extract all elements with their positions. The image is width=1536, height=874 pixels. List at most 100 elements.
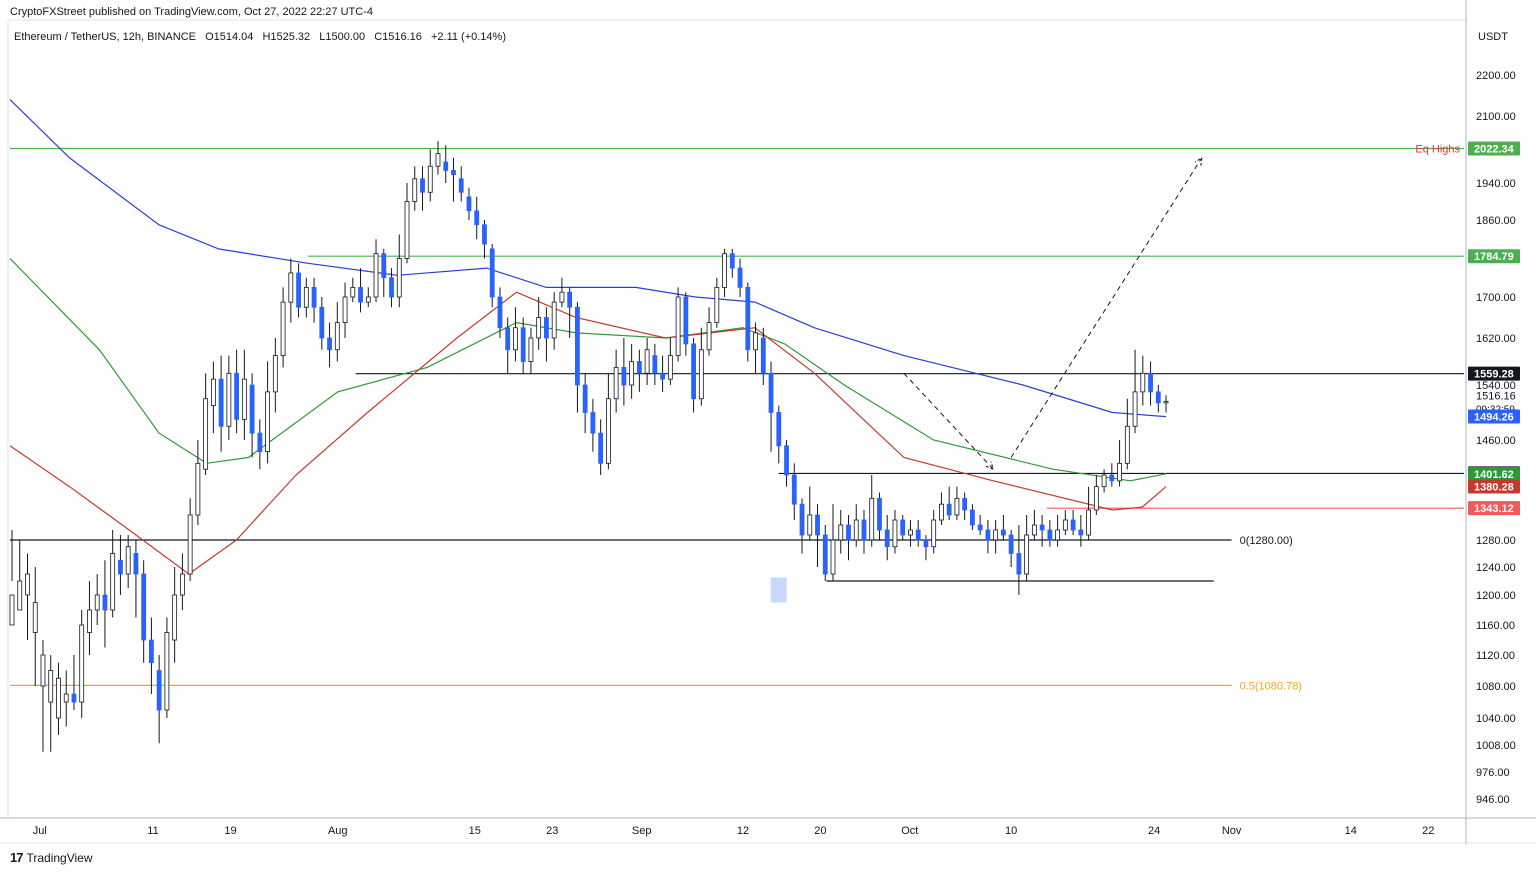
candle-body: [311, 286, 317, 308]
candle-body: [962, 497, 968, 511]
price-tick-label: 1860.00: [1476, 215, 1516, 227]
candle-body: [1163, 401, 1169, 404]
candle-body: [381, 253, 387, 279]
candle-body: [17, 580, 23, 611]
candle-body: [791, 474, 797, 505]
candle-body: [319, 306, 325, 339]
candle-body: [737, 267, 743, 288]
candle-body: [288, 272, 294, 303]
time-tick-label: Sep: [632, 825, 652, 837]
price-tick-label: 1280.00: [1476, 535, 1516, 547]
candle-body: [621, 366, 627, 386]
candle-body: [636, 361, 642, 374]
candle-body: [482, 224, 487, 245]
candle-body: [9, 594, 15, 626]
candle-body: [1132, 391, 1138, 427]
candle-body: [977, 524, 983, 531]
candle-body: [559, 291, 565, 303]
ohlc-change: +2.11 (+0.14%): [430, 31, 506, 43]
candle-body: [815, 514, 820, 536]
candle-body: [203, 398, 209, 470]
candle-body: [722, 253, 727, 288]
candle-body: [435, 153, 441, 167]
candle-body: [365, 296, 371, 303]
price-badge: [1468, 249, 1520, 264]
candle-body: [234, 372, 240, 420]
candle-body: [474, 210, 480, 226]
tradingview-logo[interactable]: 17 TradingView: [10, 850, 93, 865]
candle-body: [149, 639, 154, 664]
candle-body: [1109, 474, 1115, 482]
time-tick-label: 15: [469, 825, 481, 837]
current-price-label: 1516.16: [1476, 390, 1516, 402]
highlight-box: [770, 577, 787, 603]
candle-body: [40, 654, 46, 687]
candle-body: [1047, 529, 1053, 541]
candle-body: [1093, 486, 1099, 511]
candle-body: [1008, 534, 1014, 554]
candle-body: [954, 497, 960, 516]
time-tick-label: 23: [546, 825, 558, 837]
candle-body: [334, 322, 340, 351]
candle-body: [915, 529, 921, 541]
time-axis: Jul 11 19 Aug 15 23 Sep 12 20 Oct 10 24 Nov 14 22: [33, 825, 1435, 837]
ohlc-open: O1514.04: [205, 31, 254, 43]
price-tick-label: 1620.00: [1476, 333, 1516, 345]
level-label: 0.5(1080.78): [1240, 680, 1302, 692]
candle-body: [71, 693, 77, 703]
time-tick-label: Nov: [1222, 825, 1242, 837]
candle-body: [451, 170, 456, 176]
level-label: Eq Highs: [1415, 144, 1460, 156]
price-tick-label: 1120.00: [1476, 650, 1515, 662]
candle-body: [838, 524, 844, 541]
candle-body: [63, 693, 69, 703]
candle-body: [582, 384, 588, 413]
price-badge-label: 1784.79: [1474, 251, 1514, 263]
price-tick-label: 1540.00: [1476, 380, 1516, 392]
candle-body: [342, 296, 348, 324]
symbol-name[interactable]: Ethereum / TetherUS, 12h, BINANCE: [14, 31, 196, 43]
price-badge-label: 1559.28: [1474, 369, 1514, 381]
candle-body: [1055, 529, 1061, 541]
candle-body: [241, 378, 247, 420]
candle-body: [768, 372, 774, 413]
candle-body: [853, 519, 859, 541]
candle-body: [350, 286, 356, 298]
candle-body: [892, 519, 898, 548]
candle-body: [1101, 474, 1107, 488]
price-badge: [1468, 467, 1520, 482]
time-tick-label: 14: [1345, 825, 1357, 837]
candle-body: [861, 519, 867, 541]
price-tick-label: 1008.00: [1476, 740, 1516, 752]
candle-body: [939, 503, 944, 521]
candle-body: [427, 165, 433, 193]
candle-body: [303, 286, 309, 308]
candle-body: [551, 301, 557, 339]
candle-body: [590, 412, 596, 434]
price-badge: [1468, 409, 1520, 424]
price-tick-label: 946.00: [1476, 794, 1510, 806]
candle-body: [133, 553, 139, 575]
candle-body: [675, 296, 681, 357]
candle-body: [869, 497, 875, 541]
candle-body: [745, 286, 751, 351]
annotations: [903, 156, 1203, 471]
projection-arrow: [903, 372, 994, 470]
candle-body: [141, 573, 147, 641]
candle-body: [156, 670, 162, 711]
ohlc-high: H1525.32: [262, 31, 311, 43]
projection-arrowhead: [985, 461, 995, 471]
candle-body: [667, 355, 673, 380]
price-badge-label: 1380.28: [1474, 482, 1514, 494]
time-tick-label: Aug: [328, 825, 348, 837]
candle-body: [125, 546, 131, 575]
price-tick-label: 1700.00: [1476, 292, 1516, 304]
level-label: 0(1280.00): [1240, 535, 1293, 547]
candle-body: [489, 248, 495, 298]
candle-body: [1062, 519, 1068, 531]
candle-body: [1140, 372, 1146, 393]
candle-body: [466, 196, 472, 212]
candle-body: [784, 445, 789, 476]
time-tick-label: 12: [737, 825, 749, 837]
